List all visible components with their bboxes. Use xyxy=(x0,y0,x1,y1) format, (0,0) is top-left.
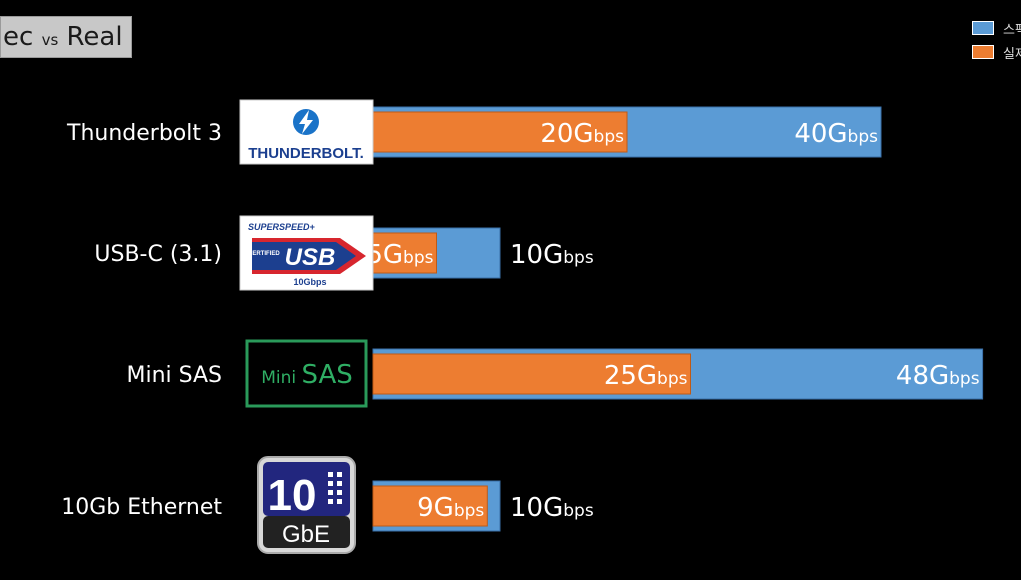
legend-label-real: 실제 xyxy=(1003,47,1021,62)
legend-label-spec: 스펙 xyxy=(1003,23,1021,38)
gbe-port-dot xyxy=(337,472,342,477)
category-label-ethernet: 10Gb Ethernet xyxy=(61,495,222,520)
thunderbolt-bolt-shape xyxy=(299,110,313,134)
data-label-real-thunderbolt: 20Gbps xyxy=(540,119,624,149)
mini-sas-logo-text: Mini SAS xyxy=(261,360,353,390)
mini-sas-logo-border xyxy=(245,339,368,408)
data-label-real-mini-sas: 25Gbps xyxy=(604,361,688,391)
gbe-port-dot xyxy=(337,481,342,486)
usb-superspeed-text: SUPERSPEED+ xyxy=(248,222,316,232)
mini-sas-logo: Mini SAS xyxy=(245,339,368,408)
usb-main-text: USB xyxy=(285,244,336,271)
gbe-port-dot xyxy=(328,472,333,477)
legend-swatch-real xyxy=(972,45,994,59)
gbe-port-dot xyxy=(328,481,333,486)
usb-certified-text: CERTIFIED xyxy=(248,251,280,257)
legend-swatch-spec xyxy=(972,21,994,35)
chart-title: ec vs Real xyxy=(0,16,132,58)
usb-arrow-inner xyxy=(252,242,356,270)
category-label-mini-sas: Mini SAS xyxy=(126,363,222,388)
title-vs: vs xyxy=(41,31,59,49)
gbe-logo-bottom xyxy=(263,516,350,548)
legend: 스펙 실제 xyxy=(972,19,1021,67)
data-label-spec-usb: 10Gbps xyxy=(510,240,594,270)
bar-real-ethernet xyxy=(372,485,488,527)
thunderbolt-logo: THUNDERBOLT. xyxy=(239,99,374,165)
category-label-thunderbolt: Thunderbolt 3 xyxy=(66,121,222,146)
usb-logo: SUPERSPEED+ CERTIFIED USB 10Gbps xyxy=(239,215,374,291)
gbe-port-dot xyxy=(328,490,333,495)
data-label-spec-mini-sas: 48Gbps xyxy=(896,361,980,391)
gbe-port-dot xyxy=(337,490,342,495)
title-main-right: Real xyxy=(66,22,123,52)
bar-real-mini-sas xyxy=(372,353,691,395)
gbe-port-dot xyxy=(328,499,333,504)
data-label-real-ethernet: 9Gbps xyxy=(417,493,484,523)
gbe-text: GbE xyxy=(282,521,330,548)
category-label-usb: USB-C (3.1) xyxy=(94,242,222,267)
data-label-spec-ethernet: 10Gbps xyxy=(510,493,594,523)
gbe-port-dot xyxy=(337,499,342,504)
title-main-left: ec xyxy=(3,22,34,52)
data-label-spec-thunderbolt: 40Gbps xyxy=(794,119,878,149)
legend-item-real: 실제 xyxy=(972,43,1021,63)
thunderbolt-logo-text: THUNDERBOLT. xyxy=(248,145,364,162)
usb-speed-text: 10Gbps xyxy=(293,277,326,287)
legend-item-spec: 스펙 xyxy=(972,19,1021,39)
gbe-number-text: 10 xyxy=(268,471,317,520)
